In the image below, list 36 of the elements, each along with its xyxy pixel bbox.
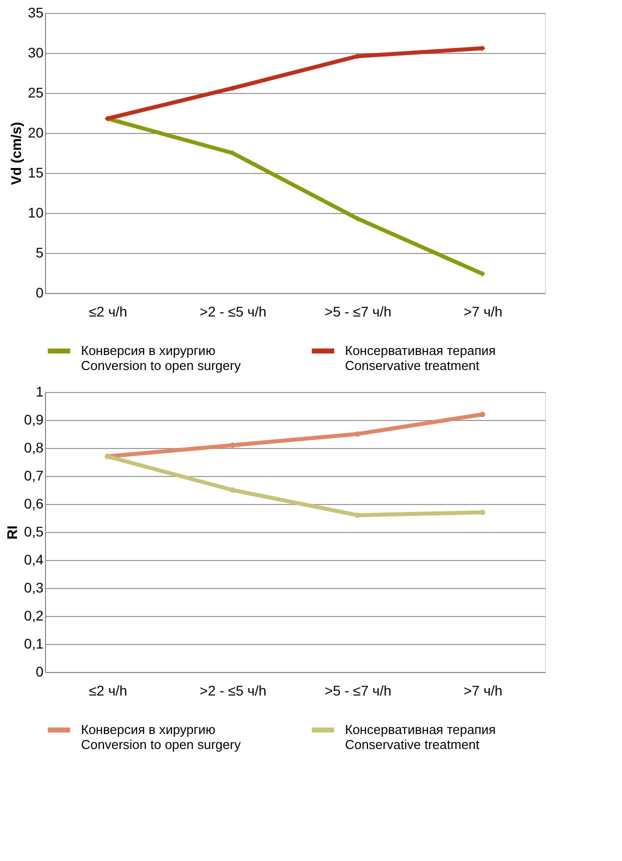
y-tick-label: 0,4 bbox=[24, 552, 44, 568]
y-tick-label: 0,5 bbox=[24, 524, 44, 540]
y-tick-label: 0,9 bbox=[24, 412, 44, 428]
x-tick-label: >7 ч/h bbox=[464, 304, 502, 320]
y-tick-label: 20 bbox=[28, 124, 44, 140]
legend-label: Конверсия в хирургию Conversion to open surgery bbox=[81, 722, 242, 752]
y-tick-label: 0 bbox=[36, 664, 44, 680]
y-tick-label: 0,1 bbox=[24, 636, 44, 652]
point bbox=[230, 487, 236, 493]
y-tick-label: 30 bbox=[28, 44, 44, 60]
x-tick-label: ≤2 ч/h bbox=[88, 304, 128, 320]
y-tick-label: 0 bbox=[36, 284, 44, 300]
point bbox=[480, 412, 486, 418]
y-tick-label: 35 bbox=[28, 4, 44, 20]
legend-label: Консервативная терапия Conservative treatment bbox=[345, 343, 496, 373]
y-tick-label: 0,6 bbox=[24, 496, 44, 512]
y-tick-label: 1 bbox=[36, 384, 44, 400]
y-tick-label: 5 bbox=[36, 244, 44, 260]
y-tick-label: 10 bbox=[28, 204, 44, 220]
y-tick-label: 0,8 bbox=[24, 440, 44, 456]
y-tick-label: 0,2 bbox=[24, 608, 44, 624]
x-tick-label: ≤2 ч/h bbox=[88, 682, 128, 698]
x-tick-label: >5 - ≤7 ч/h bbox=[324, 682, 392, 698]
y-tick-label: 0,7 bbox=[24, 468, 44, 484]
legend-label: Конверсия в хирургию Conversion to open surgery bbox=[81, 343, 242, 373]
legend-label: Консервативная терапия Conservative treatment bbox=[345, 722, 496, 752]
x-tick-label: >2 - ≤5 ч/h bbox=[200, 304, 266, 320]
y-axis-title: RI bbox=[4, 526, 20, 540]
x-tick-label: >5 - ≤7 ч/h bbox=[324, 304, 392, 320]
y-tick-label: 0,3 bbox=[24, 580, 44, 596]
y-tick-label: 15 bbox=[28, 164, 44, 180]
x-tick-label: >7 ч/h bbox=[464, 682, 502, 698]
y-tick-label: 25 bbox=[28, 84, 44, 100]
x-tick-label: >2 - ≤5 ч/h bbox=[200, 682, 266, 698]
point bbox=[354, 431, 360, 437]
y-axis-title: Vd (cm/s) bbox=[8, 122, 24, 186]
